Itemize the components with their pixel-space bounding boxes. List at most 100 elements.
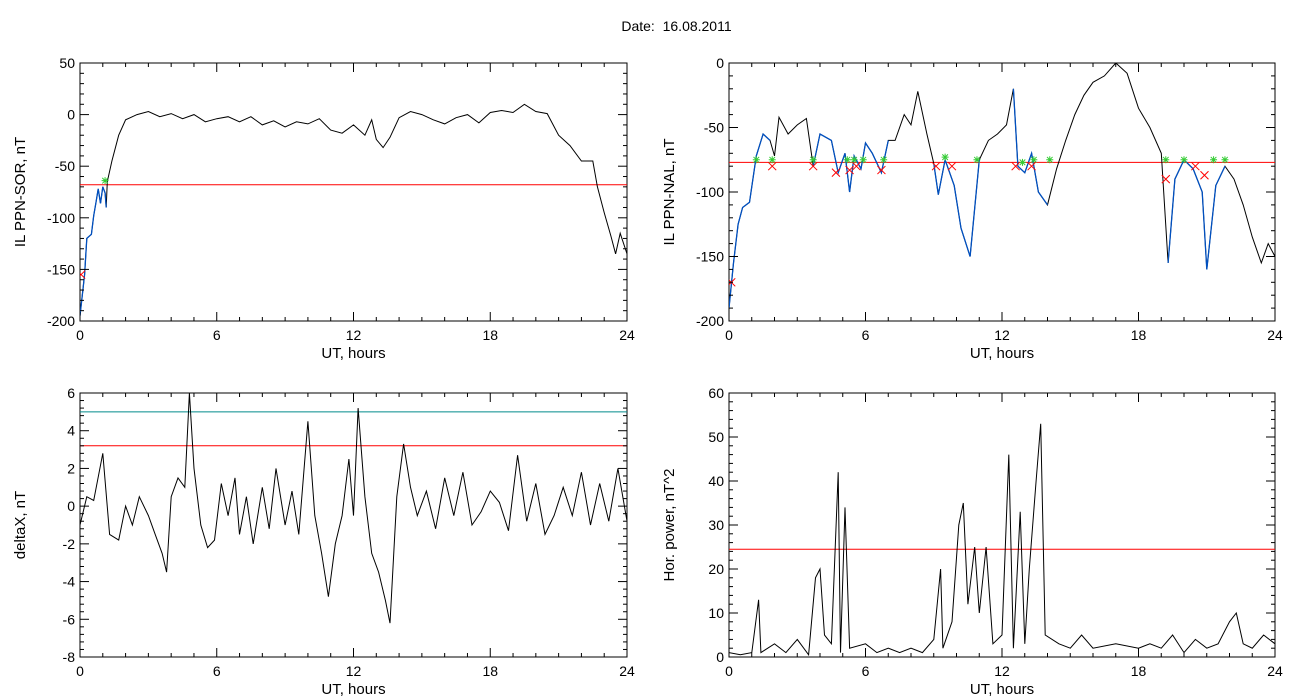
end-marker: [1027, 161, 1036, 171]
y-tick-label: -100: [696, 184, 724, 200]
y-tick-label: 20: [708, 561, 724, 577]
y-tick-label: 0: [716, 55, 724, 71]
series-line: [729, 423, 1275, 657]
y-tick-label: 0: [67, 107, 75, 123]
y-tick-label: 30: [708, 517, 724, 533]
panel-nal: 0 6 12 18 24 -200 -150 -100 -50 0 UT, hours IL PPN-…: [661, 55, 1283, 362]
end-marker: [877, 165, 886, 175]
y-tick-label: -2: [63, 536, 76, 552]
y-tick-label: 10: [708, 605, 724, 621]
plot-frame: [79, 62, 628, 322]
x-tick-label: 12: [346, 327, 362, 343]
x-axis-label: UT, hours: [321, 345, 385, 362]
x-axis-label: UT, hours: [970, 681, 1034, 698]
x-tick-label: 0: [76, 663, 84, 679]
y-tick-label: 0: [67, 498, 75, 514]
y-axis-label: IL PPN-NAL, nT: [661, 139, 678, 246]
y-tick-label: 40: [708, 473, 724, 489]
x-tick-label: 18: [482, 327, 498, 343]
y-axis-label: deltaX, nT: [12, 491, 29, 559]
onset-marker: [941, 153, 949, 161]
x-tick-label: 12: [346, 663, 362, 679]
onset-marker: [1030, 156, 1038, 164]
end-marker: [80, 270, 86, 279]
series-line: [80, 393, 627, 624]
end-marker: [808, 161, 818, 171]
x-tick-label: 18: [482, 663, 498, 679]
onset-marker: [1162, 156, 1170, 164]
y-tick-label: 6: [67, 385, 75, 401]
series-line: [80, 103, 627, 316]
disturbed-segment: [812, 133, 889, 193]
disturbed-segment: [1167, 158, 1226, 270]
panel-power: 0 6 12 18 24 0 10 20 30 40 50 60 UT, hours Hor. power…: [661, 385, 1283, 698]
y-tick-label: -150: [696, 249, 724, 265]
plot-area: [80, 393, 627, 624]
onset-marker: [101, 177, 109, 185]
y-tick-label: -200: [47, 313, 75, 329]
onset-marker: [809, 156, 817, 164]
y-tick-label: -4: [63, 574, 76, 590]
x-tick-label: 6: [862, 663, 870, 679]
end-marker: [845, 165, 854, 175]
onset-marker: [973, 156, 981, 164]
disturbed-segment: [729, 132, 771, 309]
onset-marker: [843, 156, 851, 164]
end-marker: [1011, 161, 1021, 171]
onset-marker-glyph: [1162, 156, 1170, 164]
end-marker: [1200, 170, 1209, 180]
y-axis-label: IL PPN-SOR, nT: [12, 137, 29, 247]
disturbed-segment: [80, 186, 107, 316]
y-tick-label: -6: [63, 611, 76, 627]
end-marker: [852, 161, 861, 171]
onset-marker: [1221, 156, 1229, 164]
onset-marker-glyph: [1180, 156, 1188, 164]
x-tick-label: 6: [862, 327, 870, 343]
x-axis-label: UT, hours: [970, 345, 1034, 362]
onset-marker-glyph: [850, 156, 858, 164]
plot-area: [80, 103, 627, 316]
y-tick-label: 50: [59, 55, 75, 71]
y-tick-label: 60: [708, 385, 724, 401]
x-tick-label: 0: [76, 327, 84, 343]
onset-marker-glyph: [752, 156, 760, 164]
onset-marker-glyph: [880, 156, 888, 164]
y-tick-label: -50: [55, 158, 75, 174]
onset-marker-glyph: [859, 156, 867, 164]
x-axis-label: UT, hours: [321, 681, 385, 698]
end-marker: [1161, 174, 1171, 184]
onset-marker: [1046, 156, 1054, 164]
x-tick-label: 12: [994, 663, 1010, 679]
x-tick-label: 6: [213, 327, 221, 343]
panel-sor: 0 6 12 18 24 -200 -150 -100 -50 0 50 UT, hours IL PP…: [12, 55, 635, 362]
onset-marker: [1018, 158, 1026, 166]
onset-marker-glyph: [1221, 156, 1229, 164]
onset-marker-glyph: [1046, 156, 1054, 164]
y-tick-label: -100: [47, 210, 75, 226]
onset-marker-glyph: [973, 156, 981, 164]
y-tick-label: -8: [63, 649, 76, 665]
plot-frame: [728, 392, 1276, 658]
x-tick-label: 24: [1267, 663, 1283, 679]
end-marker: [947, 161, 957, 171]
x-tick-label: 0: [725, 327, 733, 343]
plot-frame: [728, 62, 1276, 322]
y-tick-label: -200: [696, 313, 724, 329]
onset-marker: [1210, 156, 1218, 164]
end-marker: [831, 168, 841, 178]
series-line: [729, 63, 1275, 309]
onset-marker-glyph: [1018, 158, 1026, 166]
onset-marker-glyph: [941, 153, 949, 161]
x-tick-label: 6: [213, 663, 221, 679]
plot-frame: [79, 392, 628, 658]
plot-area: [729, 423, 1275, 657]
end-marker: [1191, 161, 1200, 171]
x-tick-label: 0: [725, 663, 733, 679]
onset-marker: [850, 156, 858, 164]
disturbed-segment: [933, 157, 980, 257]
onset-marker-glyph: [843, 156, 851, 164]
x-tick-label: 18: [1131, 663, 1147, 679]
x-tick-label: 24: [619, 327, 635, 343]
